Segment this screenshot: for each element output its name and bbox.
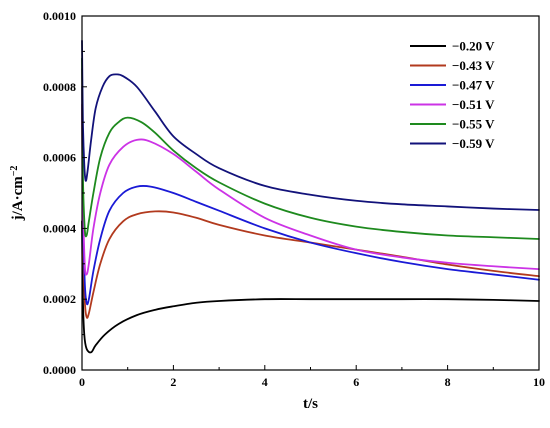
plot-lines [81,39,540,354]
legend-label: −0.59 V [452,136,495,151]
y-tick-label: 0.0002 [43,292,76,306]
legend-label: −0.51 V [452,97,495,112]
x-axis-ticks: 0 2 4 6 8 10 [79,365,545,389]
y-tick-label: 0.0000 [43,363,76,377]
x-tick-label: 6 [353,375,359,389]
x-tick-label: 10 [533,375,545,389]
y-axis-label-superscript: −2 [9,166,20,177]
x-tick-label: 8 [445,375,451,389]
y-tick-label: 0.0010 [43,9,76,23]
x-tick-label: 2 [170,375,176,389]
series-line-4 [81,68,540,276]
legend-label: −0.47 V [452,78,495,93]
series-line-5 [81,57,540,240]
legend-label: −0.20 V [452,39,495,54]
legend-label: −0.55 V [452,117,495,132]
x-tick-label: 0 [79,375,85,389]
y-tick-label: 0.0006 [43,151,76,165]
x-axis-label: t/s [303,396,318,412]
y-axis-label: j/A·cm−2 [9,166,27,222]
series-line-1 [81,220,540,354]
svg-text:j/A·cm−2: j/A·cm−2 [9,166,27,222]
y-axis-ticks: 0.0000 0.0002 0.0004 0.0006 0.0008 0.0010 [43,9,87,377]
series-line-2 [81,103,540,319]
y-axis-label-text: j/A·cm [10,176,26,222]
y-tick-label: 0.0004 [43,221,76,235]
legend: −0.20 V −0.43 V −0.47 V −0.51 V −0.55 V −0.59… [410,39,495,151]
y-tick-label: 0.0008 [43,80,76,94]
x-tick-label: 4 [262,375,268,389]
series-line-3 [81,85,540,306]
legend-label: −0.43 V [452,58,495,73]
series-line-6 [81,39,540,211]
